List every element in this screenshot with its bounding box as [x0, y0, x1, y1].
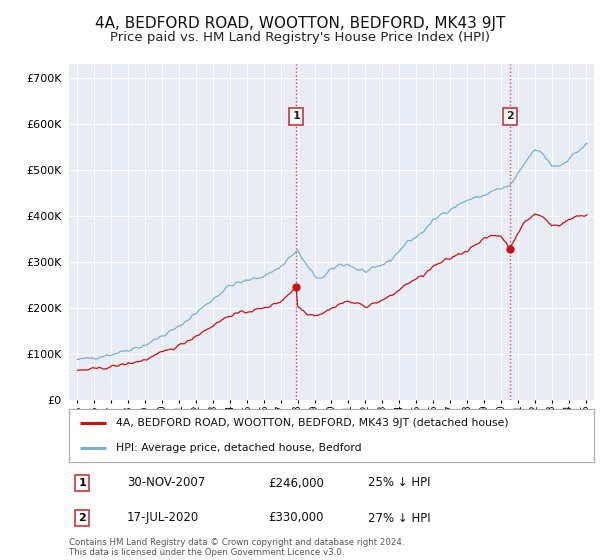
- Text: 17-JUL-2020: 17-JUL-2020: [127, 511, 199, 525]
- Text: 1: 1: [78, 478, 86, 488]
- Text: Price paid vs. HM Land Registry's House Price Index (HPI): Price paid vs. HM Land Registry's House …: [110, 31, 490, 44]
- Text: £330,000: £330,000: [269, 511, 324, 525]
- Text: 4A, BEDFORD ROAD, WOOTTON, BEDFORD, MK43 9JT (detached house): 4A, BEDFORD ROAD, WOOTTON, BEDFORD, MK43…: [116, 418, 509, 428]
- Text: 2: 2: [506, 111, 514, 122]
- Text: 25% ↓ HPI: 25% ↓ HPI: [368, 477, 431, 489]
- Text: 4A, BEDFORD ROAD, WOOTTON, BEDFORD, MK43 9JT: 4A, BEDFORD ROAD, WOOTTON, BEDFORD, MK43…: [95, 16, 505, 31]
- Text: 1: 1: [292, 111, 300, 122]
- Text: £246,000: £246,000: [269, 477, 325, 489]
- Text: HPI: Average price, detached house, Bedford: HPI: Average price, detached house, Bedf…: [116, 442, 362, 452]
- Text: 30-NOV-2007: 30-NOV-2007: [127, 477, 205, 489]
- Text: 27% ↓ HPI: 27% ↓ HPI: [368, 511, 431, 525]
- Text: 2: 2: [78, 513, 86, 523]
- Text: Contains HM Land Registry data © Crown copyright and database right 2024.
This d: Contains HM Land Registry data © Crown c…: [69, 538, 404, 557]
